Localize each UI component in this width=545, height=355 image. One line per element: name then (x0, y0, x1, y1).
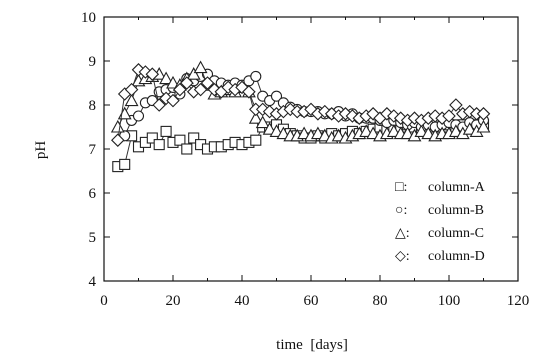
data-point-column-B (270, 90, 283, 102)
data-point-column-D (476, 107, 491, 121)
data-point-column-D (124, 82, 139, 97)
y-tick-label: 4 (89, 274, 97, 290)
data-point-column-D (166, 93, 180, 108)
data-point-column-A (174, 134, 186, 146)
series-layer (110, 60, 491, 173)
y-tick-label: 10 (81, 10, 96, 26)
x-axis-title: time [days] (276, 337, 348, 353)
x-tick-label: 80 (373, 293, 388, 309)
data-point-column-D (145, 67, 160, 81)
data-point-column-D (449, 98, 463, 112)
data-point-column-C (248, 111, 263, 124)
legend-glyph-a: □: (395, 180, 407, 195)
data-point-column-C (193, 60, 208, 74)
legend-glyph-c: △: (395, 226, 410, 241)
plot-border (103, 16, 519, 282)
data-point-column-C (159, 71, 174, 85)
data-point-column-B (250, 70, 262, 82)
data-point-column-A (188, 132, 200, 144)
data-point-column-D (152, 98, 166, 112)
data-point-column-D (111, 133, 125, 147)
y-tick-label: 9 (89, 54, 97, 70)
data-point-column-D (193, 82, 208, 97)
x-tick-label: 100 (438, 293, 461, 309)
data-point-column-C (186, 67, 201, 80)
x-axis: 0 20 40 60 80 100 120 (100, 17, 529, 309)
data-point-column-D (200, 76, 215, 90)
data-point-column-A (119, 158, 131, 170)
data-point-column-A (181, 143, 193, 155)
legend-label-d: column-D (428, 249, 485, 264)
data-point-column-A (146, 132, 158, 144)
legend-label-a: column-A (428, 180, 486, 195)
x-tick-label: 120 (507, 293, 530, 309)
y-tick-label: 8 (89, 98, 97, 114)
x-tick-label: 40 (235, 293, 250, 309)
y-tick-label: 7 (89, 142, 97, 158)
y-axis-title: pH (33, 141, 49, 160)
data-point-column-D (173, 82, 187, 97)
data-point-column-D (442, 109, 456, 123)
data-point-column-A (153, 139, 165, 151)
legend-label-c: column-C (428, 226, 484, 241)
legend: □: column-A ○: column-B △: column-C ◇: c… (395, 180, 486, 264)
data-point-column-D (242, 85, 256, 99)
x-tick-label: 20 (166, 293, 181, 309)
y-tick-label: 5 (89, 230, 97, 246)
data-point-column-D (180, 76, 194, 90)
x-tick-label: 0 (100, 293, 108, 309)
series-column-D (111, 63, 491, 147)
legend-glyph-b: ○: (395, 203, 407, 218)
y-tick-label: 6 (89, 186, 97, 202)
legend-label-b: column-B (428, 203, 484, 218)
data-point-column-C (117, 106, 132, 120)
data-point-column-C (110, 119, 125, 133)
plot-frame (103, 16, 519, 282)
data-point-column-A (250, 134, 262, 146)
data-point-column-A (160, 125, 172, 137)
x-tick-label: 60 (304, 293, 319, 309)
data-point-column-C (255, 115, 270, 129)
data-point-column-C (476, 119, 491, 133)
data-point-column-B (132, 110, 145, 122)
legend-glyph-d: ◇: (395, 249, 410, 264)
y-axis: 4 5 6 7 8 9 10 (81, 10, 518, 290)
data-point-column-C (124, 93, 139, 107)
